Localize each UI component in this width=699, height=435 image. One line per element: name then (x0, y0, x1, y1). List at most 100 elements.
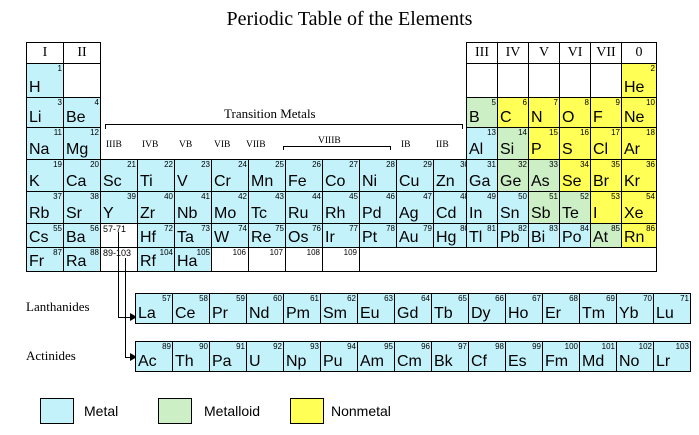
atomic-number: 40 (164, 192, 173, 201)
atomic-number: 51 (549, 192, 558, 201)
atomic-number: 86 (646, 224, 655, 233)
element-symbol: Cm (397, 353, 422, 370)
element-cell-rh: 45 Rh (322, 191, 360, 224)
atomic-number: 67 (532, 294, 541, 303)
atomic-number: 81 (487, 224, 496, 233)
legend-swatch-metalloid (158, 398, 192, 424)
atomic-number: 66 (495, 294, 504, 303)
atomic-number: 88 (90, 248, 99, 257)
element-cell-ir: 77 Ir (322, 223, 360, 248)
element-symbol: Be (66, 109, 86, 126)
element-cell-as: 33 As (528, 159, 560, 192)
atomic-number: 57 (162, 294, 171, 303)
atomic-number: 96 (421, 342, 430, 351)
atomic-number: 21 (127, 160, 136, 169)
element-symbol: Al (469, 141, 484, 158)
atomic-number: 92 (273, 342, 282, 351)
actinide-range: 89-103 (103, 248, 131, 258)
lanthanide-cell-yb: 70 Yb (616, 293, 654, 324)
element-symbol: Bk (434, 353, 453, 370)
element-symbol: Na (29, 141, 50, 158)
atomic-number: 85 (611, 224, 620, 233)
element-symbol: Tm (582, 305, 606, 322)
atomic-number: 94 (347, 342, 356, 351)
element-cell-tl: 81 Tl (466, 223, 498, 248)
element-cell-ti: 22 Ti (137, 159, 175, 192)
atomic-number: 98 (495, 342, 504, 351)
atomic-number: 46 (386, 192, 395, 201)
atomic-number: 108 (306, 248, 320, 257)
atomic-number: 31 (487, 160, 496, 169)
lanthanide-cell-dy: 66 Dy (468, 293, 506, 324)
atomic-number: 75 (275, 224, 284, 233)
actinide-cell-ac: 89 Ac (135, 341, 173, 372)
element-cell-ta: 73 Ta (174, 223, 212, 248)
element-symbol: Ti (140, 173, 153, 190)
element-symbol: Pu (323, 353, 343, 370)
element-symbol: Ce (175, 305, 196, 322)
atomic-number: 74 (238, 224, 247, 233)
element-symbol: Gd (397, 305, 419, 322)
element-symbol: Li (29, 109, 42, 126)
viiib-bracket-left (283, 146, 284, 150)
element-symbol: Np (286, 353, 307, 370)
element-cell-ni: 28 Ni (359, 159, 397, 192)
atomic-number: 60 (273, 294, 282, 303)
lanthanide-cell-pr: 59 Pr (209, 293, 247, 324)
element-cell-si: 14 Si (497, 127, 529, 160)
element-cell-ha: 105 Ha (174, 247, 212, 272)
legend-label-metalloid: Metalloid (204, 403, 261, 419)
element-cell-ge: 32 Ge (497, 159, 529, 192)
atomic-number: 14 (518, 128, 527, 137)
element-symbol: Er (545, 305, 561, 322)
atomic-number: 105 (196, 248, 210, 257)
atomic-number: 77 (349, 224, 358, 233)
atomic-number: 41 (201, 192, 210, 201)
lanthanide-arrow-icon (130, 313, 137, 321)
period-7-empty-region (359, 247, 657, 272)
atomic-number: 84 (580, 224, 589, 233)
element-cell-cu: 29 Cu (396, 159, 434, 192)
element-cell-ga: 31 Ga (466, 159, 498, 192)
atomic-number: 38 (90, 192, 99, 201)
element-symbol: Dy (471, 305, 491, 322)
empty-cell (63, 63, 101, 98)
atomic-number: 76 (312, 224, 321, 233)
legend-label-nonmetal: Nonmetal (331, 403, 391, 419)
atomic-number: 44 (312, 192, 321, 201)
element-symbol: Re (251, 229, 272, 246)
element-symbol: Pa (212, 353, 232, 370)
element-symbol: Ru (288, 205, 309, 222)
lanthanide-cell-er: 68 Er (542, 293, 580, 324)
element-symbol: He (624, 79, 645, 96)
actinide-cell-cf: 98 Cf (468, 341, 506, 372)
atomic-number: 63 (384, 294, 393, 303)
element-symbol: W (214, 229, 230, 246)
atomic-number: 48 (460, 192, 469, 201)
element-symbol: Zn (436, 173, 455, 190)
atomic-number: 10 (646, 98, 655, 107)
atomic-number: 73 (201, 224, 210, 233)
actinide-cell-no: 102 No (616, 341, 654, 372)
element-symbol: I (593, 205, 598, 222)
element-cell-bi: 83 Bi (528, 223, 560, 248)
element-symbol: Pd (362, 205, 382, 222)
actinide-cell-fm: 100 Fm (542, 341, 580, 372)
element-symbol: Ag (399, 205, 419, 222)
group-header-18: 0 (621, 42, 657, 64)
atomic-number: 25 (275, 160, 284, 169)
element-cell-au: 79 Au (396, 223, 434, 248)
element-symbol: Sr (66, 205, 82, 222)
element-cell-rn: 86 Rn (621, 223, 657, 248)
element-symbol: B (469, 109, 480, 126)
actinide-arrow-icon (130, 353, 137, 361)
element-cell-sb: 51 Sb (528, 191, 560, 224)
element-symbol: Ne (624, 109, 645, 126)
element-symbol: Co (325, 173, 346, 190)
element-cell-cr: 24 Cr (211, 159, 249, 192)
atomic-number: 12 (90, 128, 99, 137)
element-cell-rb: 37 Rb (26, 191, 64, 224)
atomic-number: 97 (458, 342, 467, 351)
